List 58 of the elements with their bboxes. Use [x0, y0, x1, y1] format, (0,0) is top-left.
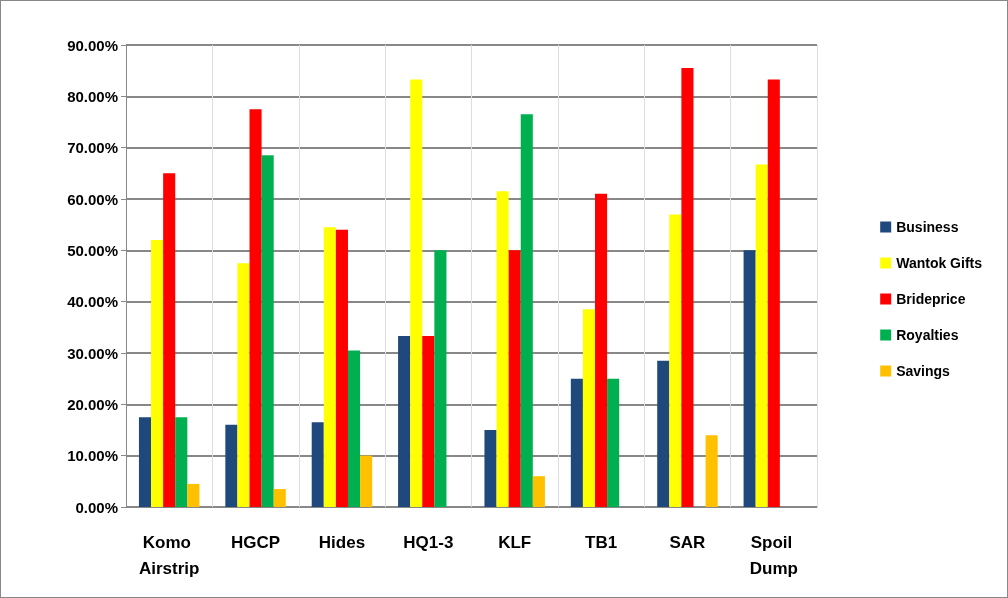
- x-tick-label: Spoil Dump: [749, 532, 798, 578]
- legend-label: Wantok Gifts: [896, 255, 983, 271]
- y-tick-label: 20.00%: [67, 395, 118, 413]
- bar: [237, 263, 250, 507]
- legend-label: Business: [896, 219, 959, 235]
- bar: [187, 483, 200, 507]
- bar: [323, 227, 336, 507]
- y-tick-label: 80.00%: [67, 87, 118, 105]
- bar: [410, 79, 423, 507]
- bar: [175, 417, 188, 507]
- legend-label: Brideprice: [896, 291, 966, 307]
- bar: [151, 240, 164, 507]
- x-tick-label: HQ1-3: [403, 532, 454, 552]
- bar: [225, 424, 238, 507]
- bar: [273, 489, 286, 507]
- bar: [335, 229, 348, 507]
- bar: [138, 417, 152, 507]
- x-tick-label: SAR: [669, 532, 706, 552]
- bar: [398, 336, 411, 507]
- x-tick-label: Hides: [318, 532, 366, 552]
- legend-label: Savings: [896, 363, 951, 379]
- bar: [484, 430, 497, 507]
- y-tick-label: 90.00%: [67, 36, 118, 54]
- legend-label: Royalties: [896, 327, 959, 343]
- y-tick-label: 60.00%: [67, 190, 118, 208]
- bar: [360, 455, 373, 507]
- bar: [532, 476, 545, 507]
- x-tick-label: TB1: [585, 532, 618, 552]
- bar: [496, 191, 509, 507]
- bar: [434, 250, 447, 507]
- y-tick-label: 0.00%: [75, 498, 118, 516]
- bar: [681, 68, 694, 507]
- x-tick-label: Komo Airstrip: [138, 532, 200, 578]
- bar: [249, 109, 262, 507]
- bar: [657, 360, 670, 507]
- y-tick-label: 30.00%: [67, 344, 118, 362]
- bar: [607, 378, 620, 507]
- x-tick-label: HGCP: [231, 532, 281, 552]
- bar: [669, 214, 682, 507]
- bar: [705, 435, 718, 507]
- bar: [508, 250, 521, 507]
- bar: [163, 173, 176, 507]
- bar: [422, 336, 435, 507]
- y-tick-label: 70.00%: [67, 139, 118, 157]
- x-tick-label: KLF: [498, 532, 532, 552]
- bar: [582, 309, 596, 507]
- bar: [743, 250, 756, 507]
- bar: [520, 114, 533, 507]
- bar: [595, 193, 608, 507]
- bar: [767, 79, 780, 507]
- y-tick-label: 40.00%: [67, 293, 118, 311]
- y-tick-label: 50.00%: [67, 241, 118, 259]
- bar: [261, 155, 274, 507]
- bar: [311, 422, 324, 507]
- y-tick-label: 10.00%: [67, 447, 118, 465]
- bar: [347, 350, 361, 507]
- bar: [755, 164, 768, 507]
- bar: [570, 378, 583, 507]
